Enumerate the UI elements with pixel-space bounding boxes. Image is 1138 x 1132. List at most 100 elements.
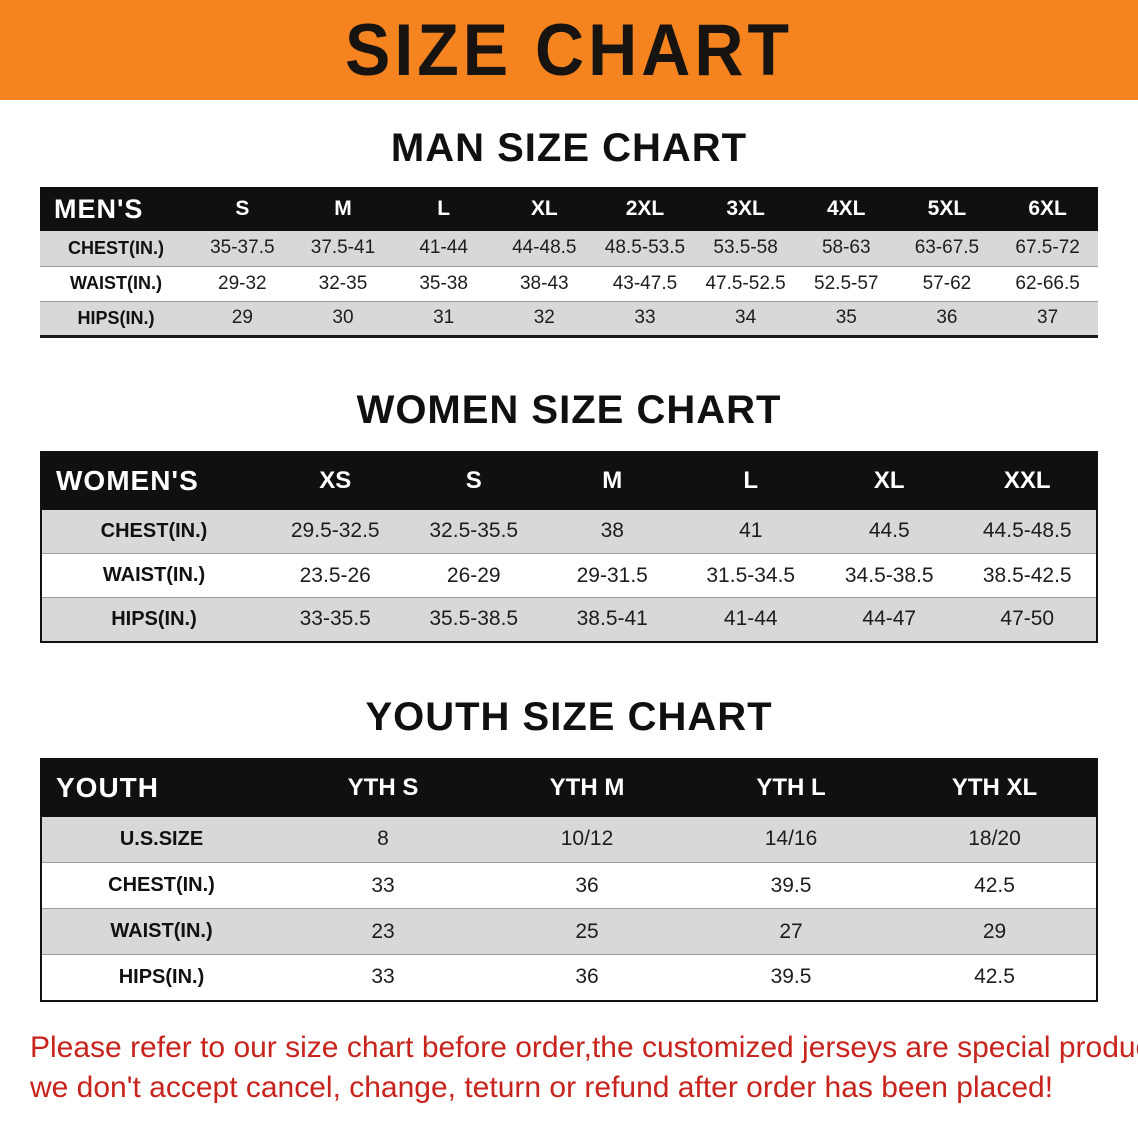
- size-value-cell: 37: [1037, 307, 1059, 328]
- row-label: U.S.SIZE: [119, 827, 204, 850]
- size-value-cell: 58-63: [821, 237, 871, 259]
- size-value-cell: 44.5-48.5: [982, 519, 1072, 543]
- men-section: MAN SIZE CHART MEN'S S M L XL 2XL 3XL 4XL 5XL 6XL…: [0, 126, 1138, 338]
- size-value-cell: 32: [533, 307, 555, 328]
- size-value-cell: 38-43: [519, 272, 569, 294]
- size-value-cell: 14/16: [764, 827, 818, 851]
- size-header-cell: 5XL: [896, 187, 998, 231]
- youth-section: YOUTH SIZE CHART YOUTH YTH S YTH M YTH L YTH…: [0, 695, 1138, 1002]
- size-header-cell: 3XL: [695, 187, 796, 231]
- size-value-cell: 33: [371, 873, 395, 897]
- size-value-cell: 62-66.5: [1015, 272, 1080, 294]
- size-value-cell: 10/12: [560, 827, 614, 851]
- row-label: CHEST(IN.): [100, 519, 208, 542]
- size-value-cell: 31: [433, 307, 455, 328]
- size-value-cell: 25: [575, 919, 599, 943]
- size-value-cell: 57-62: [922, 272, 972, 294]
- size-value-cell: 36: [936, 307, 958, 328]
- size-value-cell: 39.5: [770, 873, 812, 897]
- row-label: CHEST(IN.): [108, 874, 215, 896]
- size-value-cell: 29-31.5: [576, 563, 648, 587]
- disclaimer-line-1: Please refer to our size chart before or…: [30, 1030, 1138, 1064]
- women-section-heading: WOMEN SIZE CHART: [356, 387, 782, 432]
- size-value-cell: 27: [779, 919, 803, 943]
- size-value-cell: 53.5-58: [713, 237, 778, 259]
- size-header-cell: S: [192, 187, 293, 231]
- size-value-cell: 33: [634, 307, 656, 328]
- size-header-cell: XS: [266, 451, 405, 510]
- size-value-cell: 44-47: [862, 607, 917, 631]
- size-header-cell: 4XL: [795, 187, 897, 231]
- size-value-cell: 29.5-32.5: [290, 519, 380, 543]
- disclaimer-line-2: we don't accept cancel, change, teturn o…: [30, 1071, 1054, 1105]
- size-value-cell: 30: [332, 307, 354, 328]
- table-title-cell: MEN'S: [40, 187, 192, 231]
- size-value-cell: 37.5-41: [310, 237, 376, 259]
- size-value-cell: 42.5: [974, 965, 1015, 989]
- size-value-cell: 29-32: [218, 272, 267, 294]
- page-title: SIZE CHART: [345, 8, 793, 92]
- table-row: U.S.SIZE 8 10/12 14/16 18/20: [41, 816, 1097, 863]
- size-value-cell: 41-44: [419, 237, 468, 259]
- size-value-cell: 18/20: [968, 827, 1021, 851]
- size-value-cell: 47-50: [1000, 607, 1055, 631]
- men-size-table: MEN'S S M L XL 2XL 3XL 4XL 5XL 6XL CHEST(IN.) 35-37…: [40, 187, 1098, 338]
- size-value-cell: 29: [231, 307, 253, 328]
- size-header-cell: L: [393, 187, 494, 231]
- table-header-row: MEN'S S M L XL 2XL 3XL 4XL 5XL 6XL: [40, 187, 1098, 231]
- size-header-cell: YTH M: [485, 758, 689, 817]
- size-header-cell: S: [404, 451, 543, 510]
- table-row: CHEST(IN.) 33 36 39.5 42.5: [41, 862, 1097, 909]
- youth-section-heading: YOUTH SIZE CHART: [365, 694, 773, 739]
- men-section-heading: MAN SIZE CHART: [390, 126, 748, 170]
- table-row: WAIST(IN.) 23 25 27 29: [41, 908, 1097, 955]
- size-value-cell: 63-67.5: [914, 237, 980, 259]
- row-label: HIPS(IN.): [118, 965, 205, 988]
- size-header-cell: YTH L: [689, 758, 893, 817]
- size-value-cell: 36: [575, 873, 599, 897]
- row-label: WAIST(IN.): [110, 920, 213, 942]
- size-header-cell: XL: [820, 451, 959, 510]
- size-value-cell: 48.5-53.5: [604, 237, 686, 259]
- table-row: HIPS(IN.) 29 30 31 32 33 34 35 36 37: [40, 301, 1098, 336]
- size-value-cell: 33-35.5: [299, 607, 371, 631]
- row-label: WAIST(IN.): [70, 273, 162, 293]
- table-row: HIPS(IN.) 33-35.5 35.5-38.5 38.5-41 41-44 44-…: [41, 597, 1097, 642]
- size-header-cell: 6XL: [997, 187, 1098, 231]
- table-row: WAIST(IN.) 23.5-26 26-29 29-31.5 31.5-34.5 34…: [41, 553, 1097, 598]
- size-value-cell: 23.5-26: [299, 563, 371, 587]
- size-header-cell: M: [292, 187, 394, 231]
- size-header-cell: XL: [493, 187, 595, 231]
- size-value-cell: 38: [600, 519, 624, 543]
- size-value-cell: 35.5-38.5: [429, 607, 519, 631]
- size-value-cell: 34: [735, 307, 757, 328]
- size-value-cell: 35-37.5: [210, 237, 275, 259]
- size-value-cell: 35: [835, 307, 857, 328]
- size-value-cell: 41: [739, 519, 763, 543]
- size-value-cell: 44.5: [868, 519, 910, 543]
- size-value-cell: 39.5: [770, 965, 812, 989]
- size-value-cell: 32.5-35.5: [429, 519, 519, 543]
- size-value-cell: 47.5-52.5: [705, 272, 786, 294]
- table-row: CHEST(IN.) 29.5-32.5 32.5-35.5 38 41 44.5 44.5…: [41, 509, 1097, 554]
- row-label: WAIST(IN.): [102, 564, 206, 586]
- youth-size-table: YOUTH YTH S YTH M YTH L YTH XL U.S.SIZE 8 10/12…: [40, 757, 1098, 1002]
- row-label: HIPS(IN.): [77, 307, 155, 328]
- size-header-cell: YTH XL: [893, 758, 1097, 817]
- size-value-cell: 29: [982, 919, 1007, 943]
- size-value-cell: 42.5: [974, 873, 1015, 897]
- disclaimer: Please refer to our size chart before or…: [30, 1028, 1138, 1110]
- size-value-cell: 31.5-34.5: [706, 563, 796, 587]
- size-header-cell: L: [681, 451, 820, 510]
- size-header-cell: 2XL: [594, 187, 696, 231]
- size-value-cell: 33: [371, 965, 395, 989]
- table-header-row: YOUTH YTH S YTH M YTH L YTH XL: [41, 758, 1097, 817]
- size-value-cell: 38.5-41: [576, 607, 648, 631]
- table-row: HIPS(IN.) 33 36 39.5 42.5: [41, 954, 1097, 1001]
- women-section: WOMEN SIZE CHART WOMEN'S XS S M L XL XXL CHEST(…: [0, 388, 1138, 643]
- table-row: WAIST(IN.) 29-32 32-35 35-38 38-43 43-47.5 47.…: [40, 266, 1098, 301]
- size-header-cell: M: [543, 451, 682, 510]
- women-size-table: WOMEN'S XS S M L XL XXL CHEST(IN.) 29.5-32.5 32.5…: [40, 450, 1098, 643]
- table-header-row: WOMEN'S XS S M L XL XXL: [41, 451, 1097, 510]
